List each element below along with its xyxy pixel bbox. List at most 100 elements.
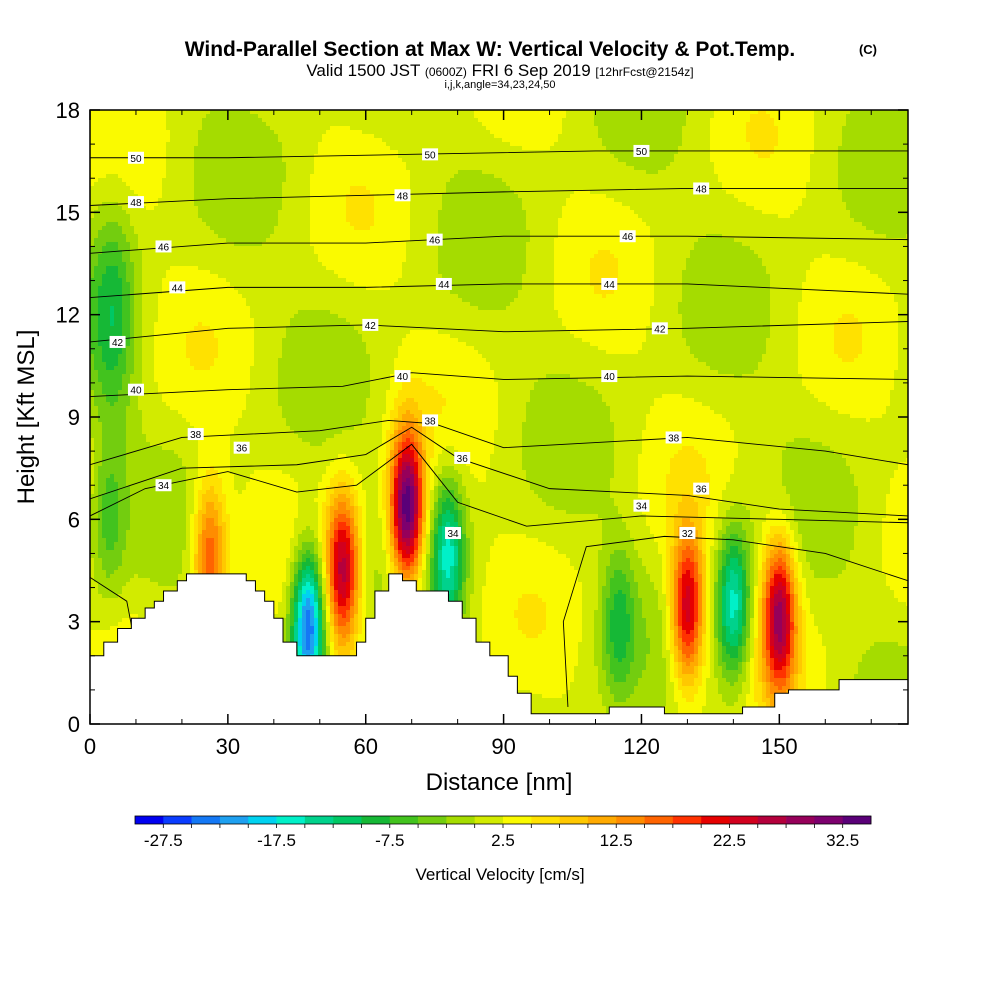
velocity-cell <box>194 130 199 135</box>
velocity-cell <box>330 198 335 203</box>
velocity-cell <box>138 166 143 171</box>
velocity-cell <box>254 166 259 171</box>
velocity-cell <box>626 170 631 175</box>
velocity-cell <box>166 178 171 183</box>
velocity-cell <box>118 118 123 123</box>
velocity-cell <box>102 134 107 139</box>
velocity-cell <box>622 194 627 199</box>
velocity-cell <box>842 170 847 175</box>
velocity-cell <box>902 118 907 123</box>
velocity-cell <box>154 190 159 195</box>
velocity-cell <box>358 114 363 119</box>
velocity-cell <box>530 162 535 167</box>
velocity-cell <box>854 158 859 163</box>
velocity-cell <box>370 190 375 195</box>
velocity-cell <box>290 182 295 187</box>
velocity-cell <box>154 130 159 135</box>
velocity-cell <box>686 138 691 143</box>
velocity-cell <box>810 170 815 175</box>
velocity-cell <box>210 142 215 147</box>
velocity-cell <box>458 174 463 179</box>
velocity-cell <box>142 166 147 171</box>
velocity-cell <box>178 198 183 203</box>
velocity-cell <box>654 166 659 171</box>
copyright-mark: (C) <box>859 42 877 57</box>
velocity-cell <box>610 114 615 119</box>
velocity-cell <box>158 206 163 211</box>
velocity-cell <box>794 174 799 179</box>
velocity-cell <box>98 138 103 143</box>
velocity-cell <box>890 114 895 119</box>
velocity-cell <box>342 178 347 183</box>
velocity-cell <box>858 166 863 171</box>
velocity-cell <box>470 138 475 143</box>
velocity-cell <box>806 142 811 147</box>
velocity-cell <box>802 194 807 199</box>
velocity-cell <box>326 122 331 127</box>
velocity-cell <box>190 142 195 147</box>
velocity-cell <box>742 194 747 199</box>
velocity-cell <box>486 162 491 167</box>
velocity-cell <box>502 170 507 175</box>
velocity-cell <box>634 166 639 171</box>
velocity-cell <box>898 130 903 135</box>
velocity-cell <box>486 166 491 171</box>
velocity-cell <box>314 122 319 127</box>
velocity-cell <box>294 150 299 155</box>
velocity-cell <box>854 114 859 119</box>
velocity-cell <box>326 198 331 203</box>
velocity-cell <box>178 122 183 127</box>
velocity-cell <box>246 134 251 139</box>
velocity-cell <box>286 170 291 175</box>
velocity-cell <box>390 174 395 179</box>
velocity-cell <box>890 142 895 147</box>
velocity-cell <box>506 178 511 183</box>
velocity-cell <box>802 142 807 147</box>
velocity-cell <box>198 178 203 183</box>
velocity-cell <box>862 194 867 199</box>
velocity-cell <box>466 118 471 123</box>
velocity-cell <box>886 142 891 147</box>
velocity-cell <box>430 142 435 147</box>
velocity-cell <box>446 126 451 131</box>
velocity-cell <box>806 202 811 207</box>
velocity-cell <box>338 170 343 175</box>
velocity-cell <box>242 182 247 187</box>
velocity-cell <box>542 138 547 143</box>
velocity-cell <box>774 162 779 167</box>
velocity-cell <box>346 166 351 171</box>
velocity-cell <box>682 126 687 131</box>
velocity-cell <box>198 174 203 179</box>
velocity-cell <box>430 202 435 207</box>
velocity-cell <box>810 202 815 207</box>
velocity-cell <box>770 158 775 163</box>
velocity-cell <box>702 142 707 147</box>
velocity-cell <box>190 150 195 155</box>
velocity-cell <box>510 202 515 207</box>
velocity-cell <box>94 162 99 167</box>
velocity-cell <box>490 118 495 123</box>
velocity-cell <box>706 138 711 143</box>
velocity-cell <box>690 114 695 119</box>
velocity-cell <box>122 190 127 195</box>
velocity-cell <box>806 166 811 171</box>
velocity-cell <box>458 130 463 135</box>
velocity-cell <box>314 146 319 151</box>
velocity-cell <box>866 162 871 167</box>
velocity-cell <box>890 202 895 207</box>
velocity-cell <box>662 158 667 163</box>
velocity-cell <box>538 122 543 127</box>
velocity-cell <box>386 114 391 119</box>
velocity-cell <box>202 170 207 175</box>
velocity-cell <box>310 178 315 183</box>
velocity-cell <box>214 178 219 183</box>
velocity-cell <box>726 198 731 203</box>
velocity-cell <box>778 174 783 179</box>
velocity-cell <box>618 134 623 139</box>
velocity-cell <box>366 190 371 195</box>
velocity-cell <box>354 158 359 163</box>
velocity-cell <box>486 178 491 183</box>
velocity-cell <box>842 166 847 171</box>
velocity-cell <box>306 170 311 175</box>
velocity-cell <box>190 122 195 127</box>
